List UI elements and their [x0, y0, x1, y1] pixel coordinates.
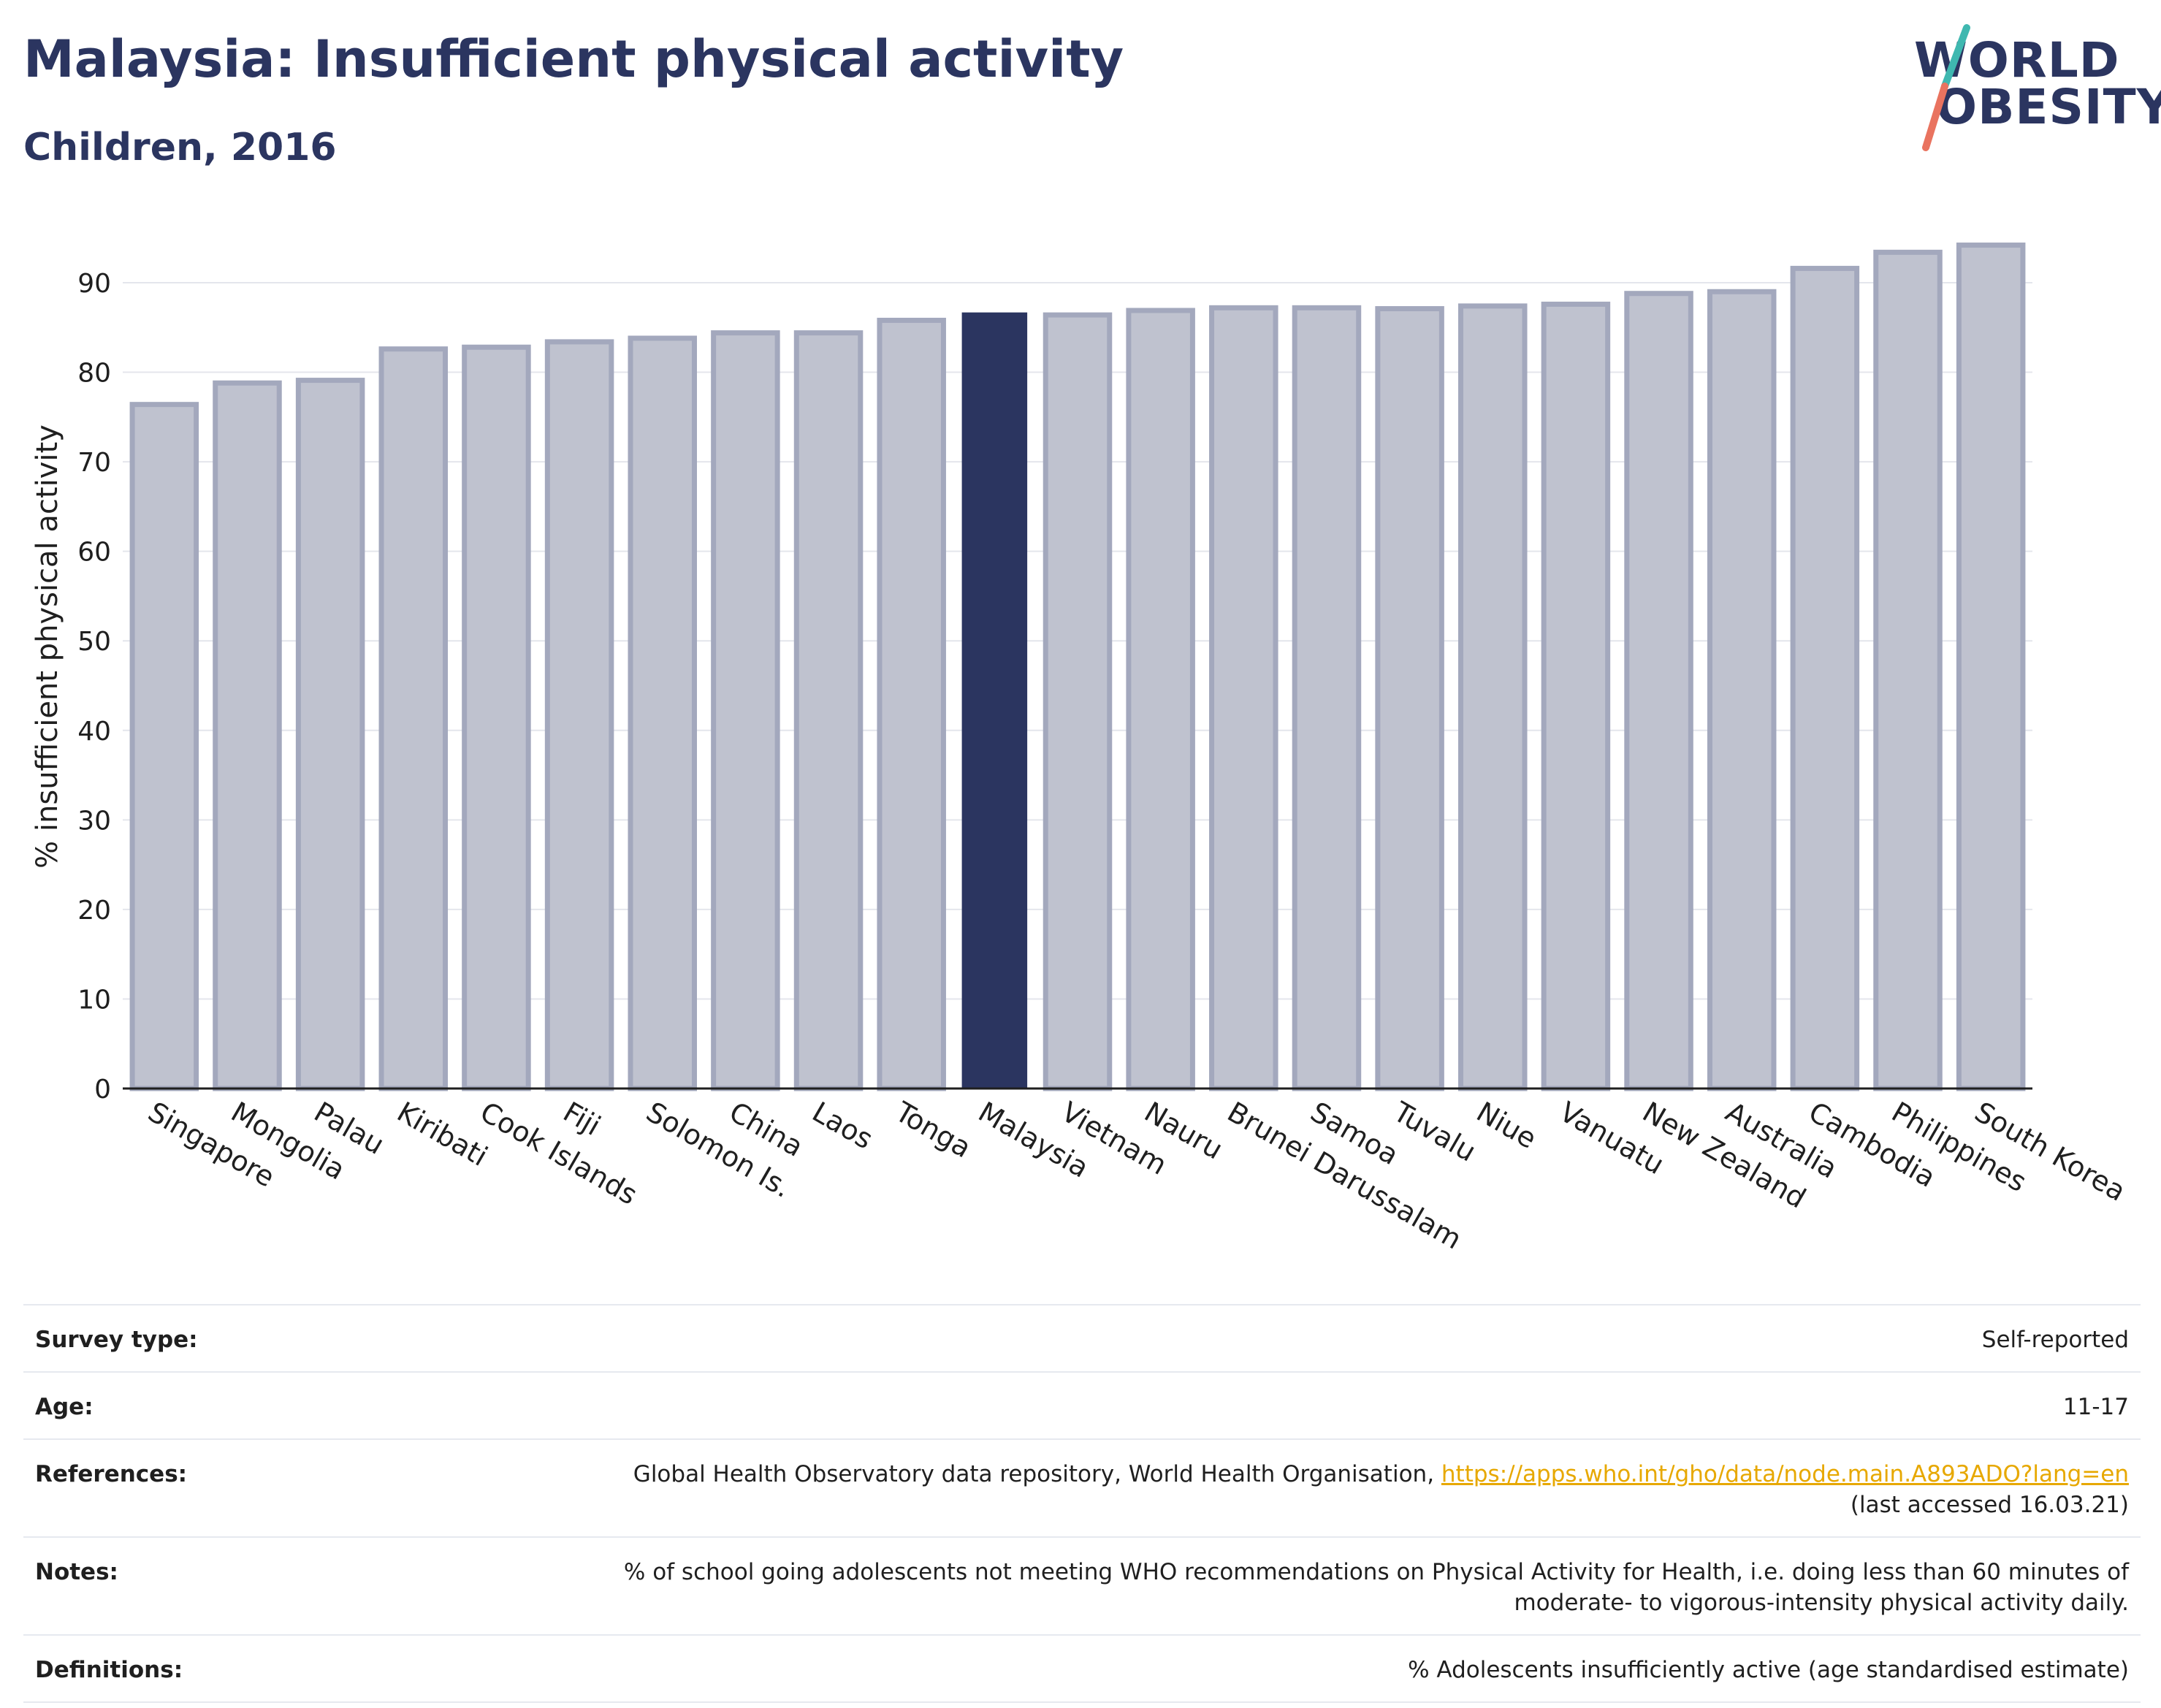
bar [129, 402, 199, 1091]
logo-slash-icon [1922, 24, 1970, 151]
y-tick-label: 80 [77, 359, 111, 389]
age-label: Age: [35, 1394, 94, 1420]
definitions-value: % Adolescents insufficiently active (age… [1408, 1657, 2129, 1683]
y-tick-label: 40 [77, 717, 111, 747]
bar [628, 335, 697, 1091]
bar [544, 339, 614, 1091]
y-axis-title: % insufficient physical activity [31, 424, 64, 869]
references-link[interactable]: https://apps.who.int/gho/data/node.main.… [1441, 1461, 2129, 1487]
info-table: Survey type: Self-reported Age: 11-17 Re… [23, 1304, 2141, 1703]
y-tick-label: 30 [77, 806, 111, 836]
definitions-label: Definitions: [35, 1657, 183, 1683]
bar [1292, 305, 1362, 1091]
survey-type-value: Self-reported [1981, 1327, 2129, 1353]
bar [1458, 303, 1528, 1091]
bar [1126, 308, 1195, 1091]
references-accessed: (last accessed 16.03.21) [1850, 1492, 2129, 1518]
axes: 0 10 20 30 40 50 60 70 80 90 [77, 269, 2032, 1105]
bar [711, 330, 780, 1091]
bar [378, 346, 449, 1091]
y-tick-label: 60 [77, 538, 111, 568]
info-row-references: References: Global Health Observatory da… [23, 1440, 2141, 1538]
references-label: References: [35, 1461, 188, 1487]
info-row-definitions: Definitions: % Adolescents insufficientl… [23, 1636, 2141, 1703]
bar [1956, 243, 2026, 1091]
bar [793, 330, 864, 1091]
bar [1790, 265, 1860, 1091]
y-tick-label: 70 [77, 448, 111, 478]
y-tick-label: 20 [77, 896, 111, 926]
bar [1541, 301, 1611, 1091]
bar [295, 378, 365, 1091]
y-tick-label: 90 [77, 269, 111, 299]
references-text: Global Health Observatory data repositor… [633, 1461, 1441, 1487]
x-tick-label: Fiji [558, 1096, 606, 1142]
x-tick-label: Tuvalu [1387, 1095, 1481, 1168]
notes-line-2: moderate- to vigorous-intensity physical… [1514, 1590, 2129, 1616]
bar-highlight [961, 312, 1028, 1089]
bar [1873, 249, 1943, 1091]
x-tick-label: Cook Islands [475, 1096, 643, 1211]
world-obesity-logo: WORLD OBESITY [1899, 22, 2161, 153]
bar [1375, 306, 1444, 1091]
bar-chart: 0 10 20 30 40 50 60 70 80 90 SingaporeMongoliaPal… [31, 243, 2131, 1256]
logo-text-obesity: OBESITY [1936, 79, 2161, 135]
bars [129, 243, 2026, 1091]
references-value: Global Health Observatory data repositor… [633, 1459, 2129, 1520]
bar [462, 344, 531, 1091]
x-tick-label: Tonga [889, 1095, 976, 1164]
info-row-age: Age: 11-17 [23, 1373, 2141, 1440]
survey-type-label: Survey type: [35, 1327, 198, 1353]
x-tick-label: Laos [807, 1096, 879, 1156]
bar [877, 317, 946, 1091]
age-value: 11-17 [2062, 1394, 2129, 1420]
notes-value: % of school going adolescents not meetin… [624, 1557, 2129, 1618]
bar [1624, 291, 1693, 1091]
chart-title: Malaysia: Insufficient physical activity [23, 29, 1124, 89]
bar [1043, 312, 1113, 1091]
x-tick-label: Kiribati [392, 1096, 493, 1173]
bar [213, 380, 282, 1091]
notes-line-1: % of school going adolescents not meetin… [623, 1559, 2129, 1585]
info-row-survey-type: Survey type: Self-reported [23, 1305, 2141, 1373]
y-tick-label: 0 [94, 1075, 111, 1105]
y-tick-label: 50 [77, 627, 111, 657]
bar [1707, 289, 1777, 1091]
chart-subtitle: Children, 2016 [23, 126, 337, 169]
y-tick-label: 10 [77, 985, 111, 1015]
x-tick-label: Niue [1471, 1096, 1542, 1155]
notes-label: Notes: [35, 1559, 118, 1585]
bar [1209, 305, 1278, 1091]
info-row-notes: Notes: % of school going adolescents not… [23, 1538, 2141, 1636]
